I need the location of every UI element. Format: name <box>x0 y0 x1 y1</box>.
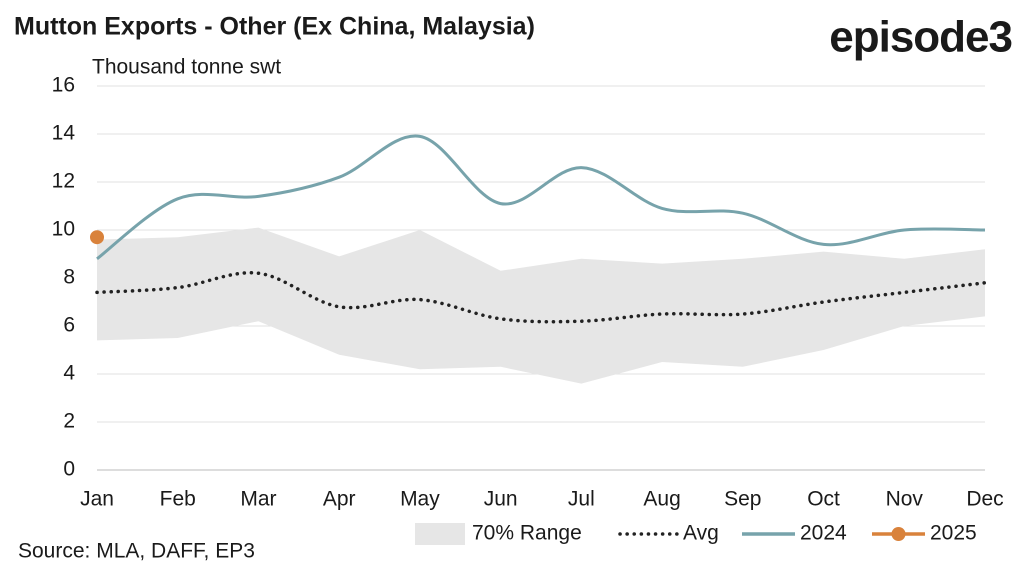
legend-swatch <box>891 527 906 541</box>
legend-label: Avg <box>683 522 719 545</box>
legend-swatch <box>415 523 465 545</box>
x-tick-label: Mar <box>240 488 276 511</box>
y-axis-label: Thousand tonne swt <box>92 56 281 79</box>
legend-label: 70% Range <box>472 522 582 545</box>
source: Source: MLA, DAFF, EP3 <box>18 540 255 563</box>
y-tick-label: 6 <box>63 314 75 337</box>
x-tick-label: Feb <box>160 488 196 511</box>
y-tick-label: 16 <box>52 74 75 97</box>
y-tick-label: 8 <box>63 266 75 289</box>
x-tick-label: Nov <box>886 488 924 511</box>
chart-title: Mutton Exports - Other (Ex China, Malays… <box>14 13 535 41</box>
y-tick-label: 10 <box>52 218 75 241</box>
x-tick-label: Jan <box>80 488 114 511</box>
x-tick-label: Oct <box>807 488 840 511</box>
y-tick-label: 14 <box>52 122 76 145</box>
line <box>95 270 987 324</box>
x-tick-label: Jun <box>484 488 518 511</box>
y-tick-label: 4 <box>63 362 75 385</box>
legend-label: 2025 <box>930 522 977 545</box>
x-tick-label: Jul <box>568 488 595 511</box>
x-tick-label: May <box>400 488 440 511</box>
line <box>96 134 986 261</box>
logo: episode3 <box>829 13 1012 62</box>
point <box>90 230 104 245</box>
x-tick-label: Sep <box>724 488 761 511</box>
x-tick-label: Apr <box>323 488 356 511</box>
x-tick-label: Dec <box>966 488 1003 511</box>
y-tick-label: 12 <box>52 170 75 193</box>
y-tick-label: 0 <box>63 458 75 481</box>
range-band <box>97 227 985 384</box>
x-tick-label: Aug <box>643 488 680 511</box>
legend-label: 2024 <box>800 522 847 545</box>
y-tick-label: 2 <box>63 410 75 433</box>
